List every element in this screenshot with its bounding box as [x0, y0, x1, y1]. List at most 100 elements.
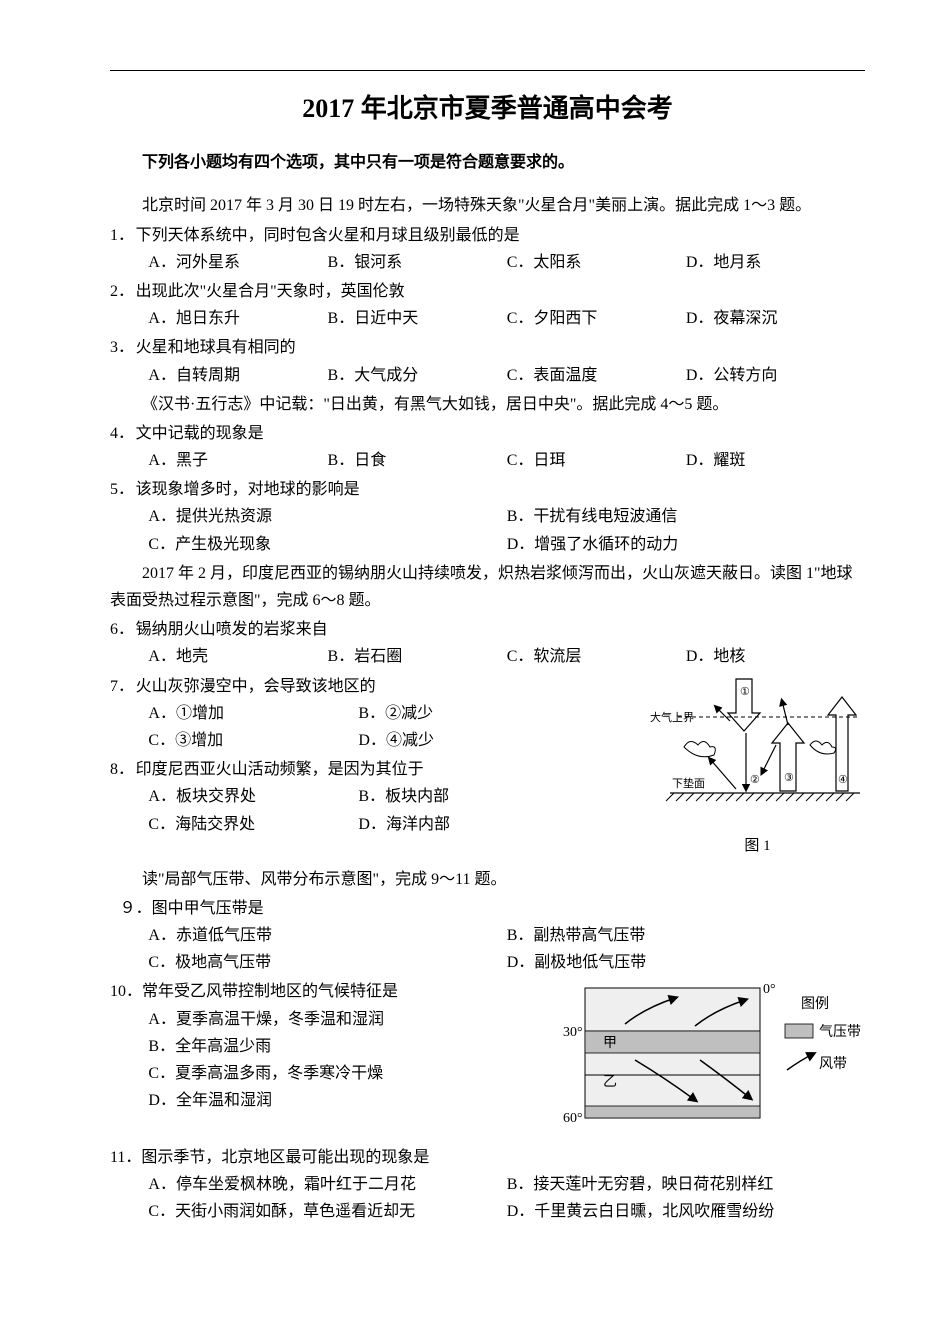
q6-opt-c: C．软流层 [507, 643, 686, 670]
figure-1: 大气上界 下垫面 ① [650, 673, 865, 860]
q5-stem: 该现象增多时，对地球的影响是 [136, 481, 360, 498]
q7-number: 7． [110, 673, 136, 700]
q3-opt-d: D．公转方向 [686, 362, 865, 389]
q10-number: 10． [110, 978, 142, 1005]
q2-opt-b: B．日近中天 [328, 305, 507, 332]
fig1-n4: ④ [838, 774, 848, 786]
q1-opt-c: C．太阳系 [507, 249, 686, 276]
q7-stem: 火山灰弥漫空中，会导致该地区的 [136, 678, 376, 695]
q2-opt-c: C．夕阳西下 [507, 305, 686, 332]
q7-options: A．①增加 C．③增加 B．②减少 D．④减少 [148, 700, 568, 754]
q2-options: A．旭日东升 B．日近中天 C．夕阳西下 D．夜幕深沉 [148, 305, 865, 332]
fig1-n2: ② [750, 774, 760, 786]
q3-number: 3． [110, 334, 136, 361]
q8-number: 8． [110, 756, 136, 783]
q9-stem: 图中甲气压带是 [152, 900, 264, 917]
fig2-legend-belt: 气压带 [819, 1024, 861, 1040]
top-rule [110, 70, 865, 71]
q4-opt-d: D．耀斑 [686, 447, 865, 474]
q4-stem: 文中记载的现象是 [136, 425, 264, 442]
q3-opt-a: A．自转周期 [148, 362, 327, 389]
q9-options: A．赤道低气压带 C．极地高气压带 B．副热带高气压带 D．副极地低气压带 [148, 922, 865, 976]
q9-opt-c: C．极地高气压带 [148, 949, 506, 976]
fig2-label-yi: 乙 [603, 1074, 617, 1090]
q11-opt-d: D．千里黄云白日曛，北风吹雁雪纷纷 [507, 1198, 865, 1225]
instruction: 下列各小题均有四个选项，其中只有一项是符合题意要求的。 [110, 149, 865, 176]
fig2-legend-wind: 风带 [819, 1056, 847, 1072]
fig1-label-ground: 下垫面 [672, 776, 705, 790]
q2-opt-a: A．旭日东升 [148, 305, 327, 332]
q3-stem: 火星和地球具有相同的 [136, 339, 296, 356]
q10-stem: 常年受乙风带控制地区的气候特征是 [142, 983, 398, 1000]
q7-opt-b: B．②减少 [358, 700, 568, 727]
figure-1-svg: 大气上界 下垫面 ① [650, 673, 865, 823]
q2-opt-d: D．夜幕深沉 [686, 305, 865, 332]
q3-opt-c: C．表面温度 [507, 362, 686, 389]
q3-options: A．自转周期 B．大气成分 C．表面温度 D．公转方向 [148, 362, 865, 389]
passage-4: 读"局部气压带、风带分布示意图"，完成 9～11 题。 [110, 866, 865, 893]
q8-stem: 印度尼西亚火山活动频繁，是因为其位于 [136, 761, 424, 778]
fig2-legend-title: 图例 [801, 996, 829, 1012]
q6-opt-d: D．地核 [686, 643, 865, 670]
q7-opt-c: C．③增加 [148, 727, 358, 754]
q5-options: A．提供光热资源 C．产生极光现象 B．干扰有线电短波通信 D．增强了水循环的动… [148, 503, 865, 557]
q5-opt-a: A．提供光热资源 [148, 503, 506, 530]
q8-opt-b: B．板块内部 [358, 783, 568, 810]
figure-1-caption: 图 1 [650, 834, 865, 860]
q1-opt-b: B．银河系 [328, 249, 507, 276]
q9-opt-b: B．副热带高气压带 [507, 922, 865, 949]
q6-opt-b: B．岩石圈 [328, 643, 507, 670]
q6-stem: 锡纳朋火山喷发的岩浆来自 [136, 621, 328, 638]
q6-number: 6． [110, 616, 136, 643]
q4-opt-b: B．日食 [328, 447, 507, 474]
q9-opt-d: D．副极地低气压带 [507, 949, 865, 976]
q4-opt-a: A．黑子 [148, 447, 327, 474]
fig2-label-jia: 甲 [603, 1036, 617, 1051]
q2-number: 2． [110, 278, 136, 305]
figure-2-svg: 0° 30° 60° 甲 乙 图例 气压带 风带 [555, 978, 865, 1128]
question-5: 5．该现象增多时，对地球的影响是 A．提供光热资源 C．产生极光现象 B．干扰有… [110, 476, 865, 558]
q4-opt-c: C．日珥 [507, 447, 686, 474]
question-11: 11．图示季节，北京地区最可能出现的现象是 A．停车坐爱枫林晚，霜叶红于二月花 … [110, 1144, 865, 1226]
q7-opt-a: A．①增加 [148, 700, 358, 727]
fig2-lat0: 0° [763, 982, 776, 997]
q4-options: A．黑子 B．日食 C．日珥 D．耀斑 [148, 447, 865, 474]
question-4: 4．文中记载的现象是 A．黑子 B．日食 C．日珥 D．耀斑 [110, 420, 865, 474]
q9-number: ９． [120, 900, 152, 917]
q5-opt-c: C．产生极光现象 [148, 531, 506, 558]
question-9: ９．图中甲气压带是 A．赤道低气压带 C．极地高气压带 B．副热带高气压带 D．… [110, 895, 865, 977]
q11-stem: 图示季节，北京地区最可能出现的现象是 [141, 1149, 429, 1166]
q4-number: 4． [110, 420, 136, 447]
q8-opt-d: D．海洋内部 [358, 811, 568, 838]
q11-opt-a: A．停车坐爱枫林晚，霜叶红于二月花 [148, 1171, 506, 1198]
q11-options: A．停车坐爱枫林晚，霜叶红于二月花 C．天街小雨润如酥，草色遥看近却无 B．接天… [148, 1171, 865, 1225]
q3-opt-b: B．大气成分 [328, 362, 507, 389]
q5-opt-b: B．干扰有线电短波通信 [507, 503, 865, 530]
question-2: 2．出现此次"火星合月"天象时，英国伦敦 A．旭日东升 B．日近中天 C．夕阳西… [110, 278, 865, 332]
fig1-n3: ③ [784, 772, 794, 784]
q9-opt-a: A．赤道低气压带 [148, 922, 506, 949]
q5-opt-d: D．增强了水循环的动力 [507, 531, 865, 558]
q8-opt-a: A．板块交界处 [148, 783, 358, 810]
q1-opt-d: D．地月系 [686, 249, 865, 276]
q11-number: 11． [110, 1144, 141, 1171]
q1-stem: 下列天体系统中，同时包含火星和月球且级别最低的是 [136, 227, 520, 244]
q1-number: 1． [110, 222, 136, 249]
passage-2: 《汉书·五行志》中记载："日出黄，有黑气大如钱，居日中央"。据此完成 4～5 题… [110, 391, 865, 418]
q6-opt-a: A．地壳 [148, 643, 327, 670]
q7-opt-d: D．④减少 [358, 727, 568, 754]
passage-1: 北京时间 2017 年 3 月 30 日 19 时左右，一场特殊天象"火星合月"… [110, 192, 865, 219]
q1-opt-a: A．河外星系 [148, 249, 327, 276]
fig2-lat60: 60° [563, 1111, 583, 1126]
q1-options: A．河外星系 B．银河系 C．太阳系 D．地月系 [148, 249, 865, 276]
fig1-label-atmo: 大气上界 [650, 710, 694, 724]
fig1-n1: ① [740, 686, 750, 698]
q8-options: A．板块交界处 C．海陆交界处 B．板块内部 D．海洋内部 [148, 783, 568, 837]
q8-opt-c: C．海陆交界处 [148, 811, 358, 838]
question-3: 3．火星和地球具有相同的 A．自转周期 B．大气成分 C．表面温度 D．公转方向 [110, 334, 865, 388]
question-1: 1．下列天体系统中，同时包含火星和月球且级别最低的是 A．河外星系 B．银河系 … [110, 222, 865, 276]
q11-opt-b: B．接天莲叶无穷碧，映日荷花别样红 [507, 1171, 865, 1198]
question-6: 6．锡纳朋火山喷发的岩浆来自 A．地壳 B．岩石圈 C．软流层 D．地核 [110, 616, 865, 670]
q2-stem: 出现此次"火星合月"天象时，英国伦敦 [136, 283, 405, 300]
q5-number: 5． [110, 476, 136, 503]
